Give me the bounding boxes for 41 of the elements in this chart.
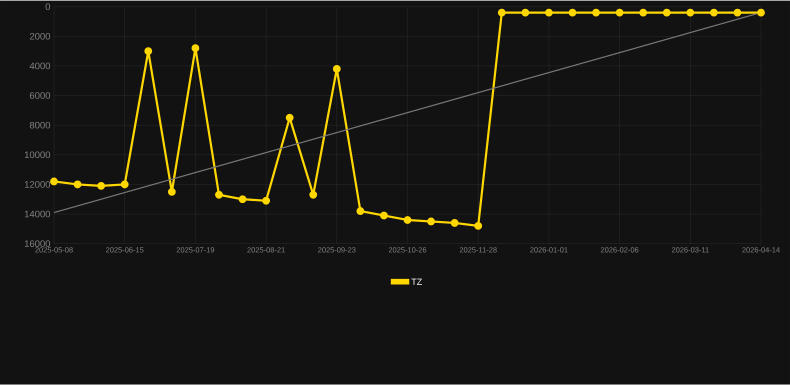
- point: [404, 216, 412, 224]
- y-tick-label: 0: [46, 3, 50, 10]
- y-tick-label: 4000: [30, 62, 50, 70]
- point: [120, 180, 129, 188]
- point: [592, 8, 600, 17]
- point: [168, 188, 176, 196]
- point: [616, 8, 624, 17]
- point: [686, 8, 694, 17]
- y-tick-label: 10000: [24, 152, 50, 158]
- y-tick-label: 16000: [24, 240, 50, 248]
- point: [734, 8, 742, 17]
- y-tick-label: 14000: [24, 210, 50, 218]
- point: [662, 8, 671, 17]
- point: [545, 8, 553, 17]
- point: [639, 8, 648, 17]
- point: [380, 212, 388, 220]
- legend-label: TZ: [411, 278, 422, 285]
- point: [332, 65, 341, 73]
- point: [50, 178, 58, 186]
- point: [192, 44, 200, 52]
- point: [710, 8, 718, 17]
- point: [97, 182, 106, 190]
- point: [286, 114, 294, 122]
- point: [309, 191, 318, 199]
- point: [474, 222, 482, 230]
- point: [215, 191, 223, 199]
- y-tick-label: 6000: [30, 92, 50, 100]
- point: [144, 47, 152, 56]
- point: [450, 219, 459, 227]
- point: [262, 196, 270, 205]
- point: [521, 8, 530, 17]
- point: [498, 8, 506, 17]
- point: [568, 8, 576, 17]
- point: [356, 207, 364, 216]
- y-tick-label: 12000: [24, 181, 50, 188]
- point: [427, 218, 435, 226]
- point: [74, 180, 82, 188]
- y-tick-label: 8000: [30, 122, 50, 129]
- point: [238, 195, 246, 204]
- point: [757, 8, 765, 17]
- y-tick-label: 2000: [30, 33, 50, 40]
